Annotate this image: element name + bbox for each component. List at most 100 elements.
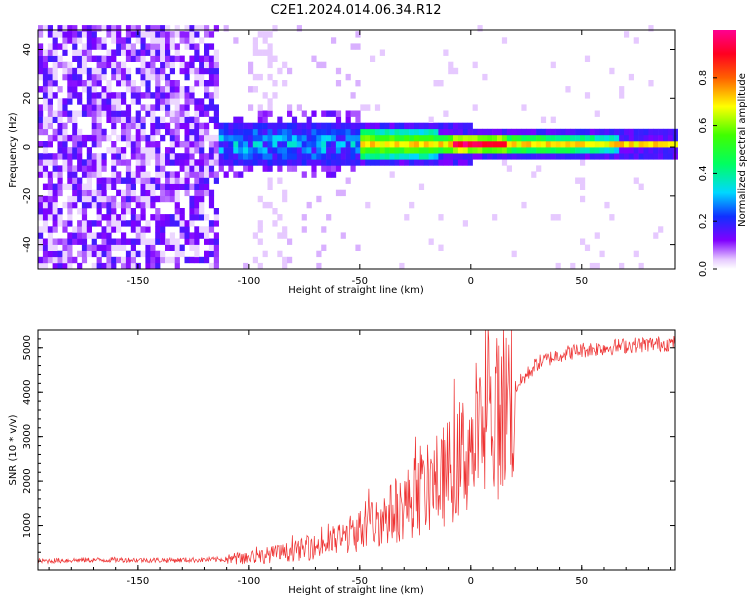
spectrogram-cell xyxy=(72,116,78,123)
spectrogram-cell xyxy=(155,128,161,136)
spectrogram-cell xyxy=(257,153,263,160)
spectrogram-cell xyxy=(536,147,542,154)
spectrogram-cell xyxy=(91,238,97,245)
spectrogram-cell xyxy=(42,141,49,148)
spectrogram-cell xyxy=(311,128,317,136)
spectrogram-cell xyxy=(150,177,156,184)
spectrogram-cell xyxy=(667,134,674,142)
spectrogram-cell xyxy=(204,250,210,258)
spectrogram-cell xyxy=(38,244,44,251)
spectrogram-cell xyxy=(321,244,327,251)
spectrogram-cell xyxy=(62,262,68,270)
spectrogram-cell xyxy=(86,232,92,239)
spectrogram-cell xyxy=(399,134,405,142)
spectrogram-cell xyxy=(394,122,400,130)
spectrogram-cell xyxy=(208,226,215,233)
spectrogram-cell xyxy=(345,73,351,81)
spectrogram-cell xyxy=(81,25,88,32)
spectrogram-cell xyxy=(428,134,434,142)
spectrogram-cell xyxy=(169,183,175,190)
spectrogram-cell xyxy=(86,134,92,142)
spectrogram-cell xyxy=(453,67,459,75)
spectrogram-cell xyxy=(638,183,644,190)
spectrogram-cell xyxy=(96,67,102,75)
spectrogram-cell xyxy=(360,159,366,166)
spectrogram-cell xyxy=(213,67,219,75)
spectrogram-cell xyxy=(614,141,620,148)
spectrogram-cell xyxy=(536,165,542,172)
spectrogram-cell xyxy=(135,141,141,148)
spectrogram-cell xyxy=(125,37,132,44)
spectrogram-cell xyxy=(145,201,151,209)
spectrogram-cell xyxy=(160,256,166,264)
spectrogram-cell xyxy=(399,153,405,160)
spectrogram-cell xyxy=(179,104,185,111)
spectrogram-cell xyxy=(145,250,151,258)
spectrogram-cell xyxy=(42,183,49,190)
spectrogram-cell xyxy=(174,195,180,203)
spectrogram-cell xyxy=(86,177,92,184)
spectrogram-cell xyxy=(199,177,205,184)
spectrogram-cell xyxy=(135,122,141,130)
spectrogram-cell xyxy=(282,256,288,264)
spectrogram-cell xyxy=(125,250,132,258)
spectrogram-cell xyxy=(169,153,175,160)
spectrogram-cell xyxy=(257,147,263,154)
spectrogram-cell xyxy=(42,153,49,160)
spectrogram-cell xyxy=(72,238,78,245)
spectrogram-cell xyxy=(316,147,322,154)
spectrogram-cell xyxy=(252,86,258,93)
spectrogram-cell xyxy=(72,31,78,38)
spectrogram-cell xyxy=(150,37,156,44)
spectrogram-cell xyxy=(106,104,112,111)
spectrogram-cell xyxy=(57,31,63,38)
spectrogram-cell xyxy=(184,226,190,233)
spectrogram-cell xyxy=(111,177,117,184)
spectrogram-cell xyxy=(155,256,161,264)
spectrogram-cell xyxy=(296,134,302,142)
spectrogram-cell xyxy=(184,189,190,197)
spectrogram-cell xyxy=(169,220,175,227)
spectrogram-cell xyxy=(150,92,156,99)
spectrogram-cell xyxy=(155,232,161,239)
spectrogram-cell xyxy=(145,141,151,148)
spectrogram-cell xyxy=(184,128,190,136)
spectrogram-cell xyxy=(194,159,200,166)
spectrogram-cell xyxy=(365,134,371,142)
spectrogram-cell xyxy=(135,37,141,44)
spectrogram-cell xyxy=(179,37,185,44)
spectrogram-cell xyxy=(189,55,195,62)
spectrogram-cell xyxy=(96,201,102,209)
spectrogram-cell xyxy=(540,141,547,148)
spectrogram-cell xyxy=(116,104,122,111)
spectrogram-cell xyxy=(321,159,327,166)
spectrogram-cell xyxy=(189,220,195,227)
spectrogram-cell xyxy=(52,80,58,87)
spectrogram-cell xyxy=(199,256,205,264)
spectrogram-cell xyxy=(414,159,420,166)
spectrogram-cell xyxy=(199,104,205,111)
spectrogram-cell xyxy=(174,98,180,105)
spectrogram-cell xyxy=(91,116,97,123)
spectrogram-cell xyxy=(208,55,215,62)
spectrogram-cell xyxy=(57,55,63,62)
spectrogram-cell xyxy=(257,49,263,56)
spectrogram-cell xyxy=(145,226,151,233)
spectrogram-cell xyxy=(42,244,49,251)
spectrogram-cell xyxy=(194,116,200,123)
spectrogram-cell xyxy=(262,141,268,148)
spectrogram-cell xyxy=(155,183,161,190)
spectrogram-cell xyxy=(272,92,278,99)
spectrogram-cell xyxy=(52,37,58,44)
spectrogram-cell xyxy=(160,37,166,44)
spectrogram-cell xyxy=(282,80,288,87)
spectrogram-cell xyxy=(477,134,483,142)
spectrogram-cell xyxy=(62,201,68,209)
spectrogram-cell xyxy=(106,61,112,69)
spectrogram-cell xyxy=(52,110,58,117)
spectrogram-cell xyxy=(174,128,180,136)
spectrogram-cell xyxy=(42,201,49,209)
spectrogram-cell xyxy=(160,116,166,123)
spectrogram-cell xyxy=(165,195,171,203)
spectrogram-cell xyxy=(67,165,73,172)
